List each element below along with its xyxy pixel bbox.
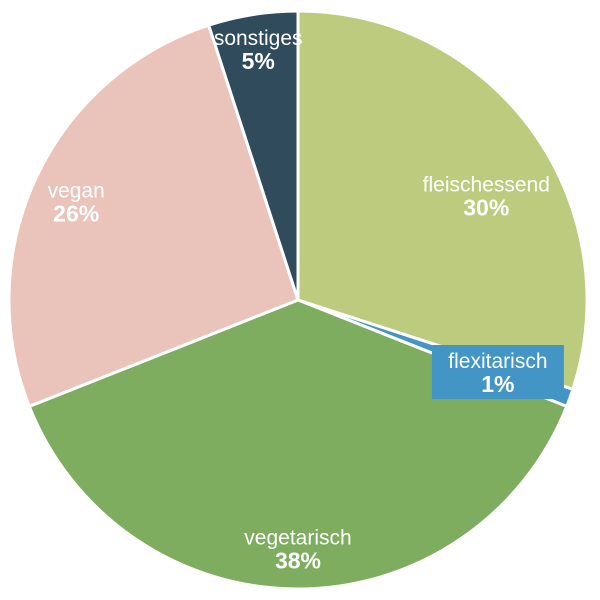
slice-percent-fleischessend: 30% xyxy=(463,195,509,221)
slice-label-vegan: vegan xyxy=(48,179,105,202)
slice-percent-vegan: 26% xyxy=(53,200,99,226)
pie-slice-fleischessend xyxy=(296,9,589,391)
slice-label-sonstiges: sonstiges xyxy=(214,27,303,50)
pie-slice-sonstiges xyxy=(207,9,300,302)
slice-percent-flexitarisch: 1% xyxy=(481,371,514,397)
slice-label-vegetarisch: vegetarisch xyxy=(244,527,351,550)
slice-percent-vegetarisch: 38% xyxy=(275,548,321,574)
slice-label-fleischessend: fleischessend xyxy=(423,174,550,197)
slice-label-flexitarisch: flexitarisch xyxy=(448,350,547,373)
pie-slice-vegan xyxy=(7,23,300,408)
slice-percent-sonstiges: 5% xyxy=(242,48,275,74)
label-box-flexitarisch xyxy=(431,345,564,399)
